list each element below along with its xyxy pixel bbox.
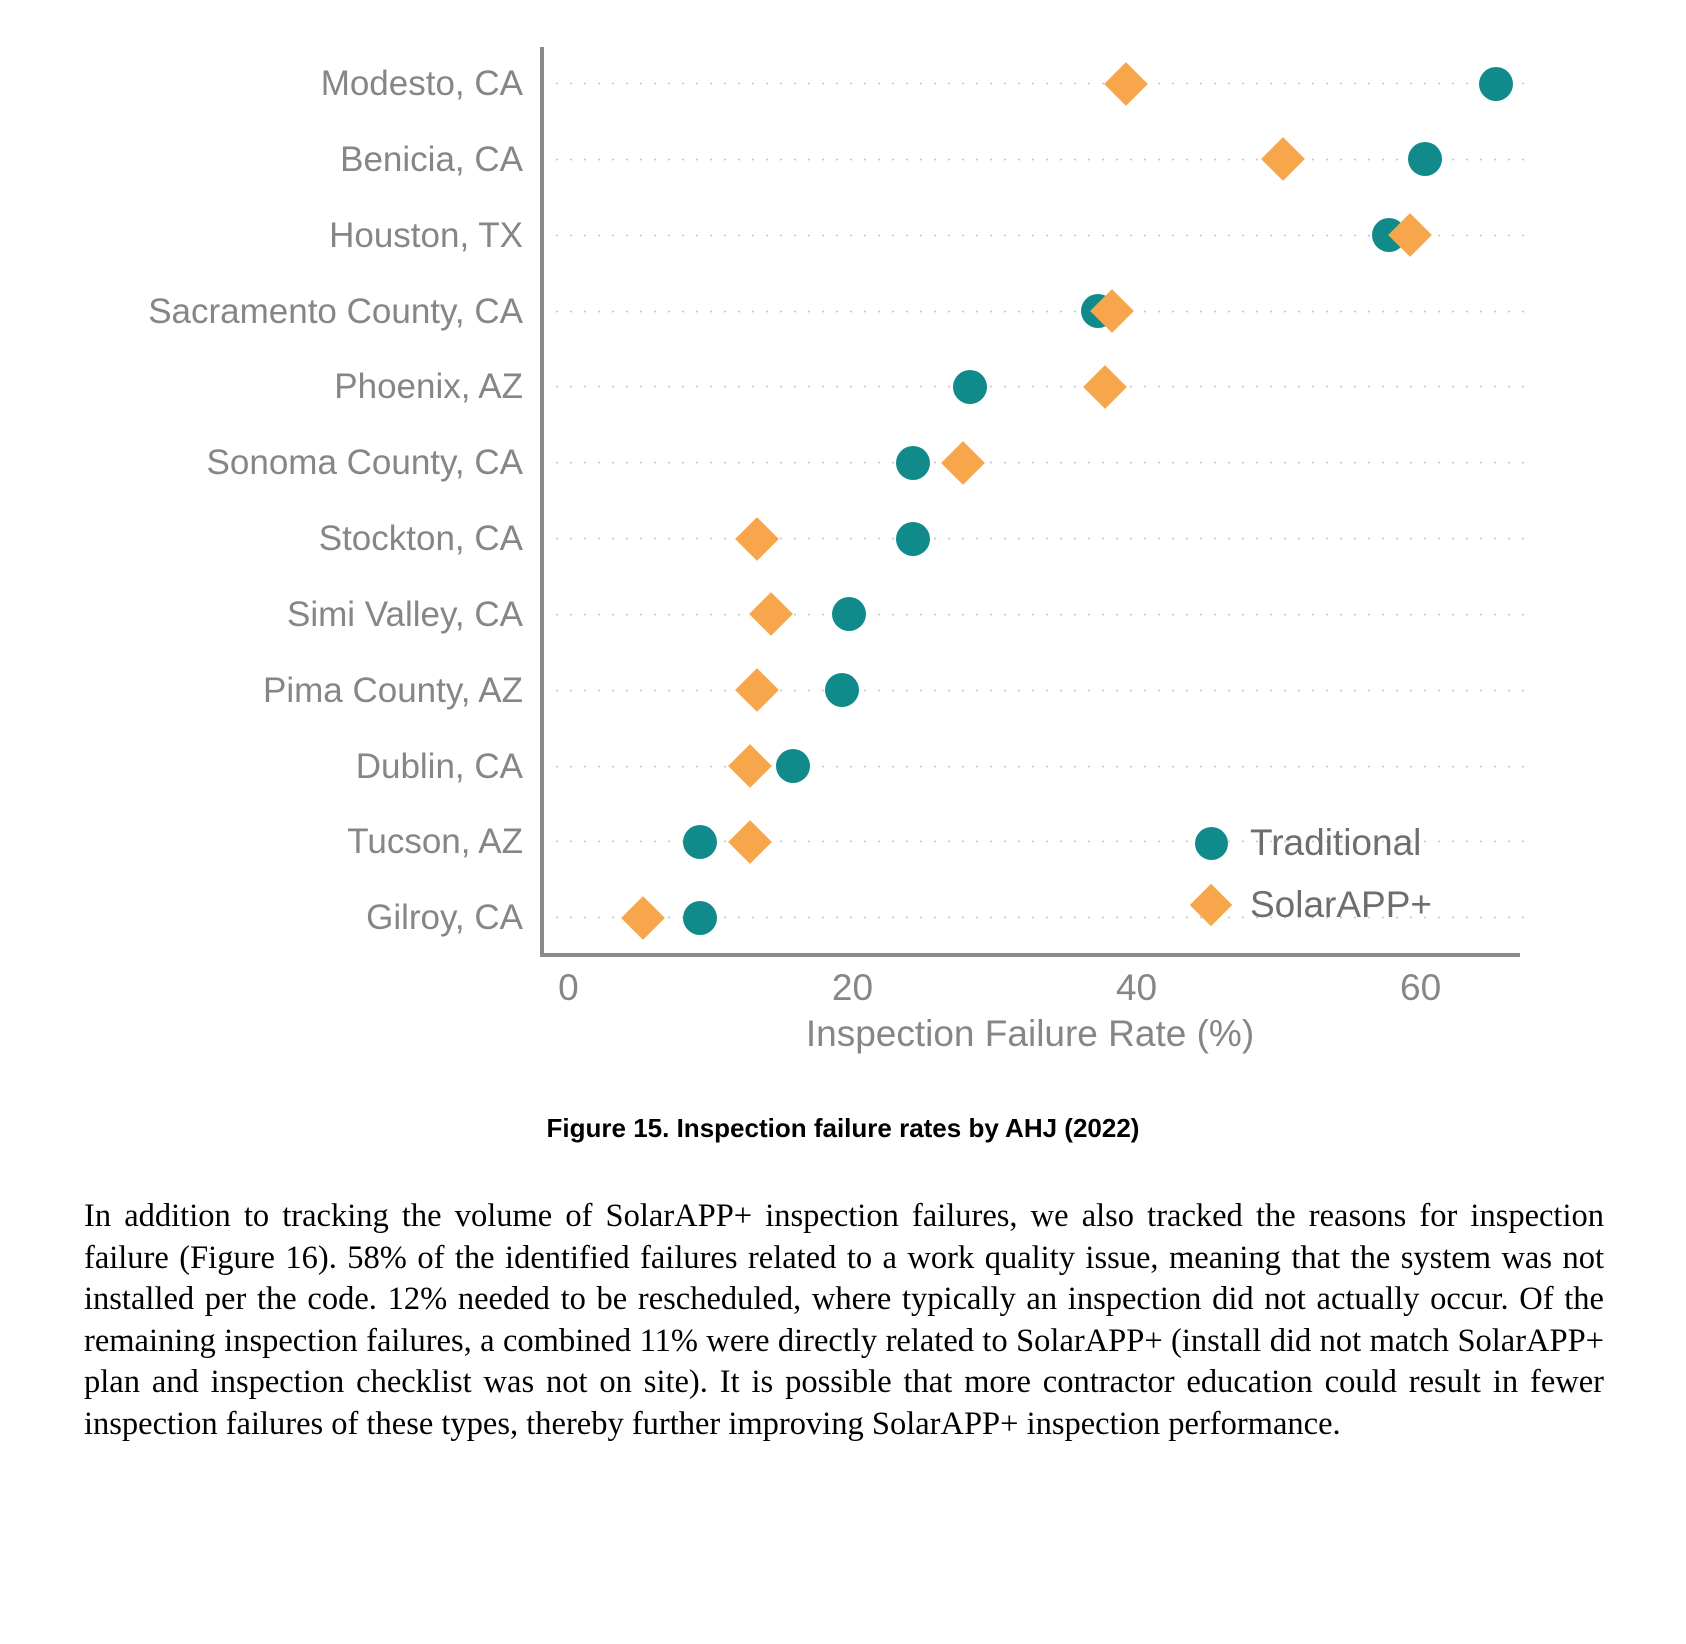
- gridline: [550, 233, 1526, 237]
- data-point-solarapp: [941, 440, 985, 485]
- data-point-solarapp: [1104, 61, 1149, 106]
- dot-plot: Modesto, CA Benicia, CA Houston, TX Sacrame…: [0, 47, 1526, 1054]
- y-axis-label: Gilroy, CA: [366, 898, 523, 938]
- data-point-solarapp: [728, 819, 772, 864]
- legend-swatch-shape: [1194, 826, 1228, 860]
- y-axis-category-labels: Modesto, CA Benicia, CA Houston, TX Sacrame…: [0, 47, 537, 957]
- plot-row: [544, 730, 1526, 803]
- legend-label: SolarAPP+: [1250, 884, 1433, 925]
- data-point-traditional: [896, 445, 931, 480]
- data-point-solarapp: [1260, 137, 1305, 182]
- data-point-traditional: [953, 369, 988, 404]
- gridline: [550, 840, 1526, 844]
- data-point-traditional: [683, 900, 718, 935]
- gridline: [550, 688, 1526, 692]
- legend-item: SolarAPP+: [1188, 874, 1508, 936]
- figure-caption: Figure 15. Inspection failure rates by A…: [546, 1113, 1140, 1143]
- y-axis-label: Modesto, CA: [320, 64, 523, 103]
- y-axis-label: Pima County, AZ: [262, 670, 523, 710]
- y-axis-label: Benicia, CA: [340, 139, 523, 179]
- data-point-traditional: [1407, 142, 1442, 177]
- plot-row: [544, 654, 1526, 727]
- legend-label: Traditional: [1250, 822, 1422, 863]
- data-point-traditional: [825, 673, 860, 708]
- y-axis-label: Stockton, CA: [318, 519, 523, 558]
- data-point-solarapp: [1083, 364, 1127, 409]
- plot-row: [544, 578, 1526, 651]
- data-point-solarapp: [621, 895, 666, 940]
- circle-marker-icon: [1188, 826, 1234, 860]
- gridline: [550, 612, 1526, 616]
- x-tick-label: 60: [1400, 967, 1442, 1008]
- y-axis-label: Phoenix, AZ: [334, 367, 523, 407]
- gridline: [550, 764, 1526, 768]
- gridline: [550, 385, 1526, 389]
- data-point-traditional: [1478, 66, 1513, 101]
- y-axis-label: Tucson, AZ: [347, 822, 523, 862]
- x-axis-title: Inspection Failure Rate (%): [805, 1013, 1255, 1054]
- plot-row: [544, 805, 1526, 878]
- gridline: [550, 537, 1526, 540]
- figure-15: Modesto, CA Benicia, CA Houston, TX Sacrame…: [0, 47, 1526, 1054]
- data-point-solarapp: [749, 592, 794, 637]
- plot-row: [544, 502, 1526, 575]
- y-axis-label: Dublin, CA: [355, 746, 523, 786]
- body-paragraph: In addition to tracking the volume of So…: [84, 1198, 1604, 1442]
- gridline: [550, 461, 1526, 465]
- plot-row: [544, 47, 1526, 120]
- gridline: [550, 82, 1526, 85]
- y-axis-label: Simi Valley, CA: [287, 594, 523, 634]
- plot-row: [544, 881, 1526, 954]
- data-point-solarapp: [728, 744, 772, 788]
- legend-item: Traditional: [1188, 812, 1508, 874]
- data-point-solarapp: [735, 668, 779, 713]
- gridline: [550, 157, 1526, 161]
- gridline: [550, 309, 1526, 313]
- y-axis-label: Houston, TX: [329, 215, 523, 255]
- data-point-traditional: [775, 749, 810, 783]
- gridline: [550, 916, 1526, 920]
- plot-row: [544, 275, 1526, 348]
- plot-row: [544, 350, 1526, 423]
- x-tick-label: 20: [831, 967, 874, 1008]
- chart-legend: Traditional SolarAPP+: [1188, 812, 1508, 936]
- plot-row: [544, 123, 1526, 196]
- x-tick-label: 40: [1115, 967, 1158, 1008]
- plot-row: [544, 426, 1526, 499]
- data-point-solarapp: [735, 516, 779, 561]
- data-point-traditional: [683, 824, 718, 859]
- y-axis-label: Sonoma County, CA: [206, 443, 523, 483]
- x-tick-label: 0: [558, 967, 579, 1008]
- data-point-traditional: [832, 597, 867, 632]
- data-point-traditional: [896, 521, 931, 556]
- plot-area: [540, 47, 1526, 957]
- plot-row: [544, 199, 1526, 272]
- x-axis-tick-labels: 0 20 40 60: [540, 962, 1520, 1014]
- legend-swatch-shape: [1189, 883, 1233, 927]
- diamond-marker-icon: [1188, 883, 1234, 927]
- y-axis-label: Sacramento County, CA: [148, 291, 523, 331]
